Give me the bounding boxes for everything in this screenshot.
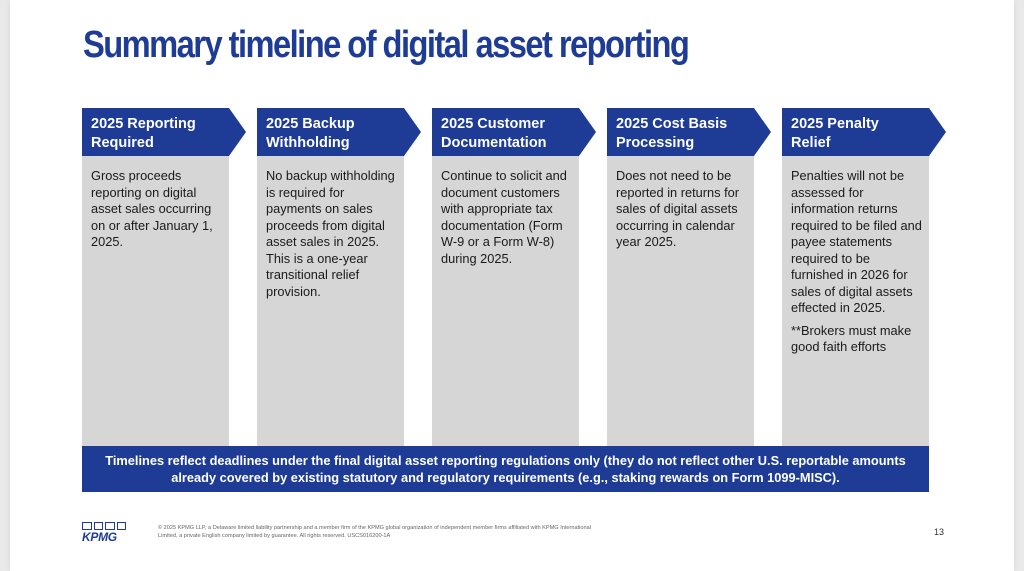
chevron-arrow-icon (579, 108, 596, 156)
column-header: 2025 Backup Withholding (257, 108, 404, 156)
timeline-column-penalty-relief: 2025 Penalty Relief Penalties will not b… (782, 108, 946, 448)
column-heading: 2025 Cost Basis Processing (616, 116, 728, 151)
chevron-arrow-icon (229, 108, 246, 156)
timeline-column-customer-documentation: 2025 Customer Documentation Continue to … (432, 108, 596, 448)
chevron-arrow-icon (754, 108, 771, 156)
column-body-text: Gross proceeds reporting on digital asse… (91, 168, 213, 249)
column-heading: 2025 Reporting Required (91, 116, 196, 151)
disclaimer-banner: Timelines reflect deadlines under the fi… (82, 446, 929, 492)
column-body: No backup withholding is required for pa… (257, 156, 404, 448)
column-heading: 2025 Penalty Relief (791, 116, 879, 151)
column-header: 2025 Cost Basis Processing (607, 108, 754, 156)
timeline-column-backup-withholding: 2025 Backup Withholding No backup withho… (257, 108, 421, 448)
kpmg-logo: KPMG (82, 522, 126, 544)
legal-footer: © 2025 KPMG LLP, a Delaware limited liab… (158, 525, 591, 539)
logo-wordmark: KPMG (82, 530, 117, 544)
slide-title: Summary timeline of digital asset report… (83, 24, 690, 66)
column-body-text: No backup withholding is required for pa… (266, 168, 395, 299)
column-body: Continue to solicit and document custome… (432, 156, 579, 448)
disclaimer-text: Timelines reflect deadlines under the fi… (105, 453, 906, 485)
column-header: 2025 Penalty Relief (782, 108, 929, 156)
column-body: Gross proceeds reporting on digital asse… (82, 156, 229, 448)
chevron-arrow-icon (929, 108, 946, 156)
logo-boxes-icon (82, 522, 126, 530)
column-body-text: Penalties will not be assessed for infor… (791, 168, 922, 354)
column-heading: 2025 Backup Withholding (266, 116, 355, 151)
column-heading: 2025 Customer Documentation (441, 116, 547, 151)
column-header: 2025 Customer Documentation (432, 108, 579, 156)
column-body: Does not need to be reported in returns … (607, 156, 754, 448)
column-header: 2025 Reporting Required (82, 108, 229, 156)
timeline-column-cost-basis: 2025 Cost Basis Processing Does not need… (607, 108, 771, 448)
timeline-column-reporting: 2025 Reporting Required Gross proceeds r… (82, 108, 246, 448)
page-number: 13 (934, 527, 945, 537)
slide: Summary timeline of digital asset report… (10, 0, 1014, 571)
column-body-text: Continue to solicit and document custome… (441, 168, 567, 266)
column-body-text: Does not need to be reported in returns … (616, 168, 740, 249)
column-body: Penalties will not be assessed for infor… (782, 156, 929, 448)
chevron-arrow-icon (404, 108, 421, 156)
